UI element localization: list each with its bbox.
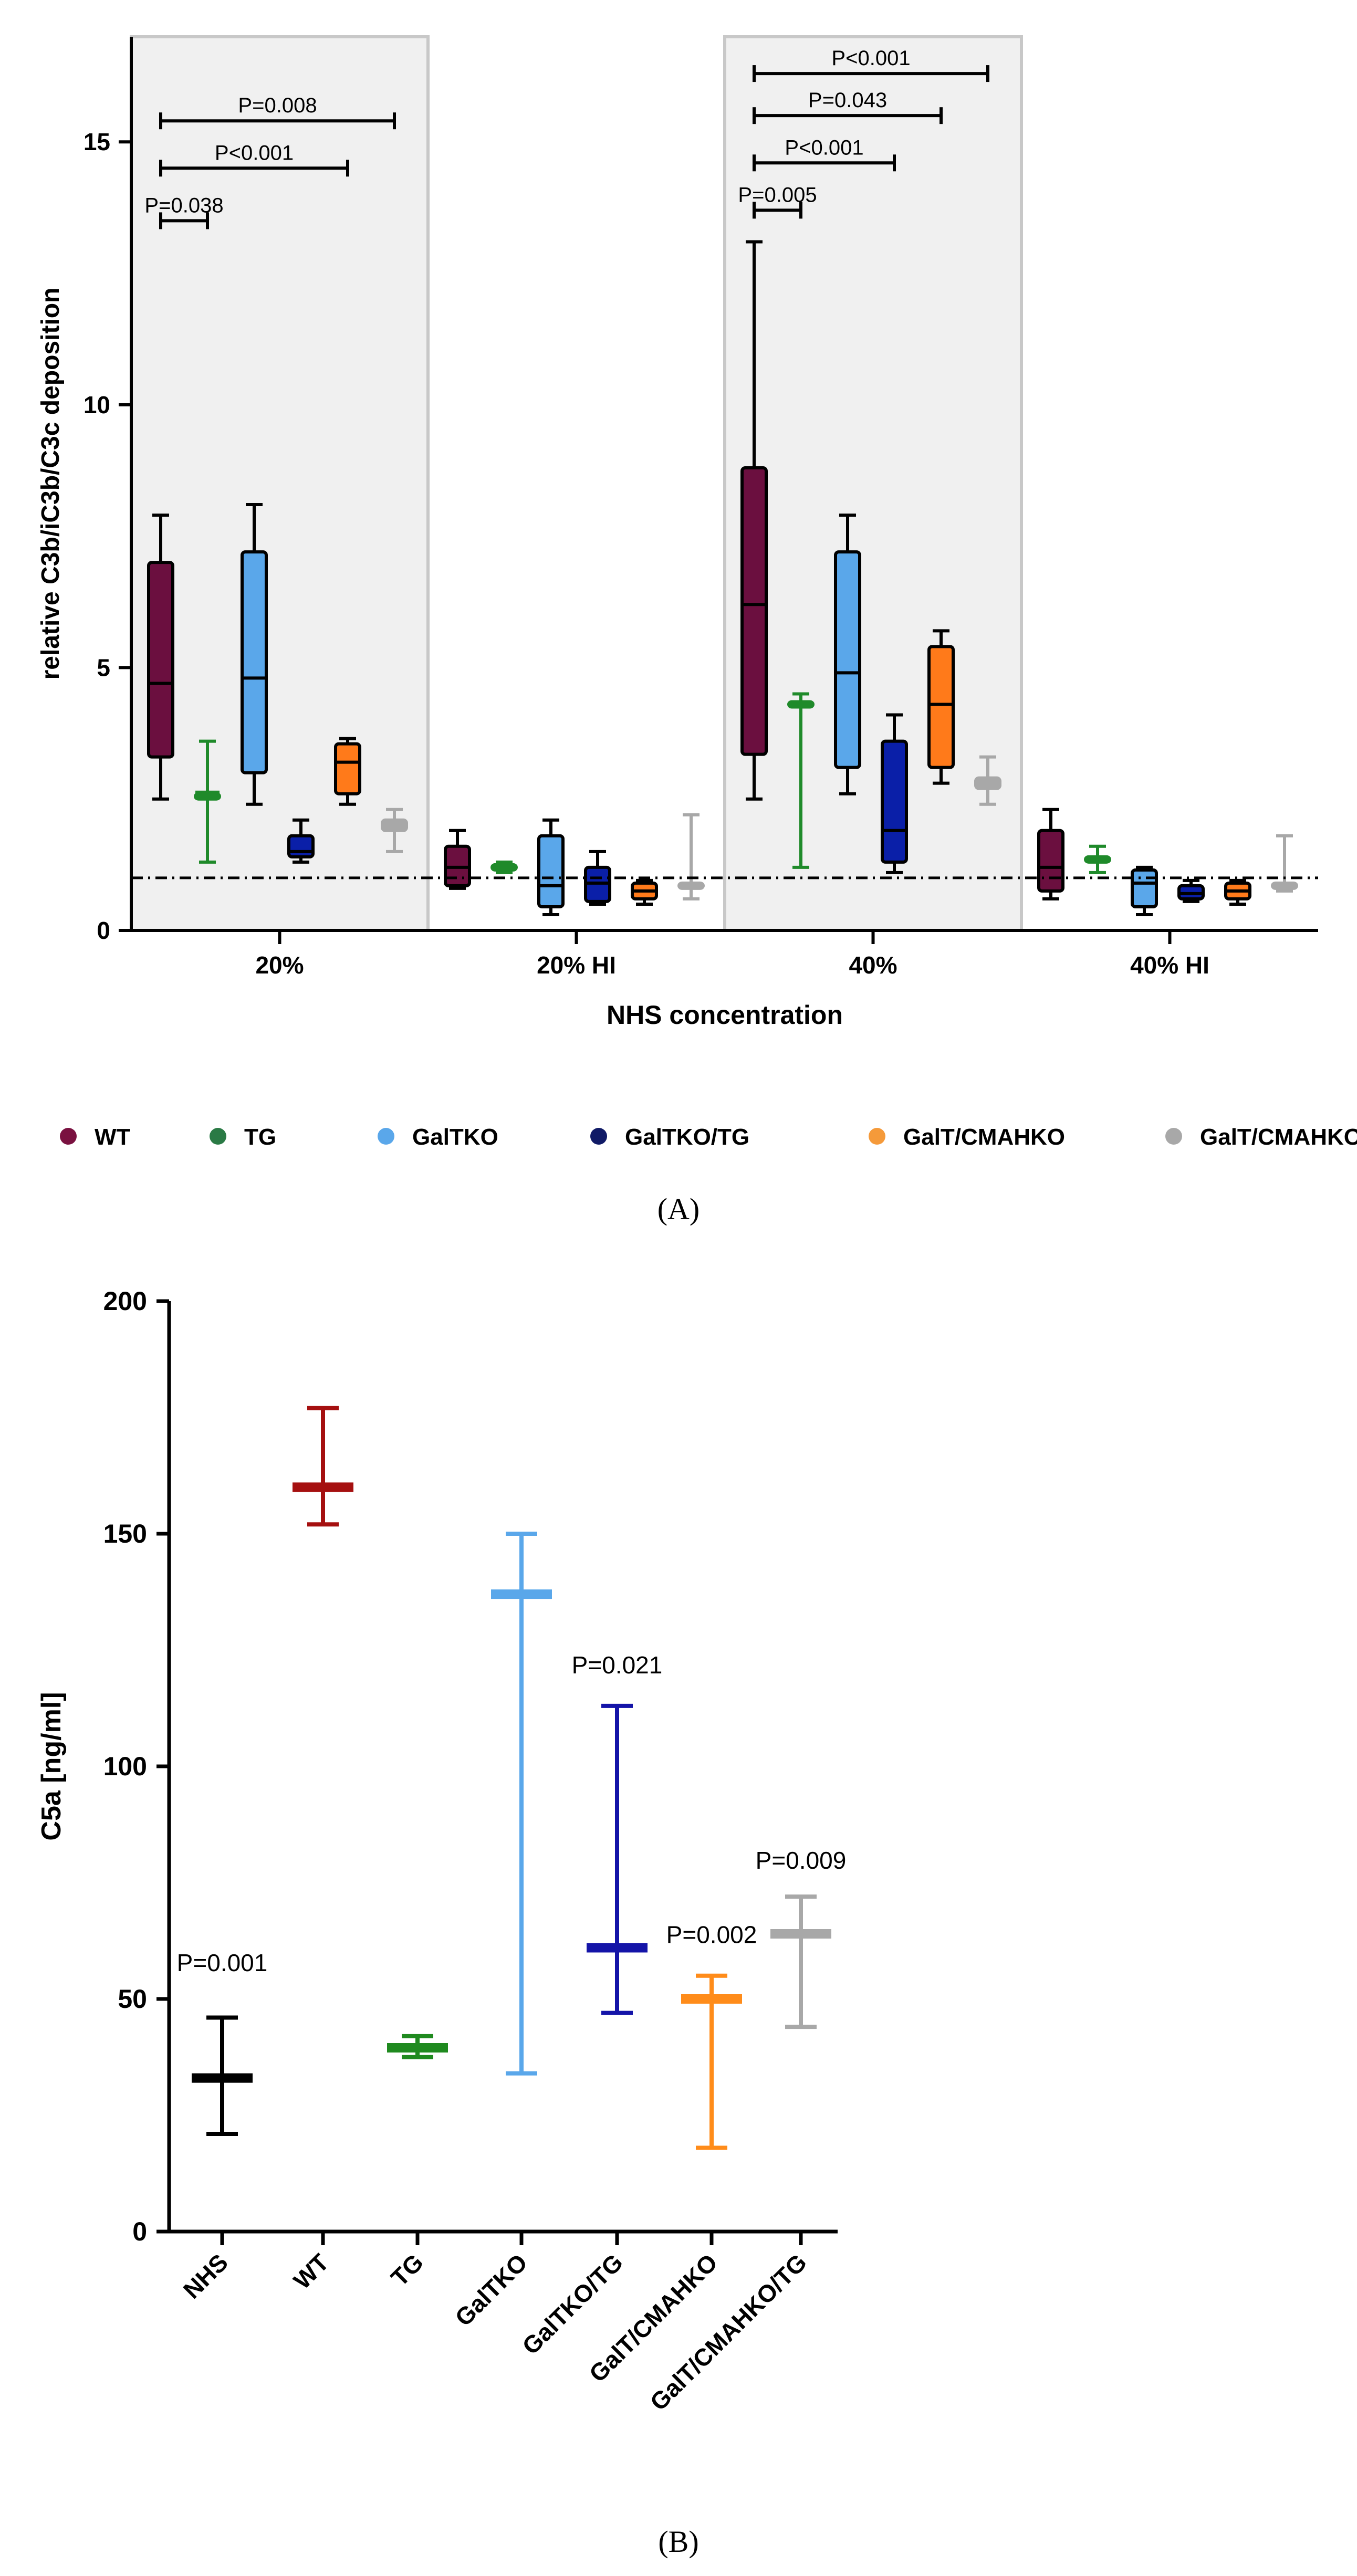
y-tick-label: 150 — [103, 1519, 147, 1548]
legend-marker — [210, 1128, 226, 1145]
legend-label: WT — [95, 1124, 131, 1150]
shaded-region-0 — [130, 35, 430, 932]
shaded-region-2 — [723, 35, 1023, 932]
y-axis-label: C5a [ng/ml] — [36, 1692, 67, 1840]
box-galtko — [537, 834, 565, 908]
x-tick-label: 40% HI — [1130, 951, 1209, 979]
significance-label: P=0.008 — [238, 94, 317, 117]
y-tick-label: 0 — [97, 917, 110, 944]
legend-marker — [590, 1128, 607, 1145]
box-galtko — [241, 550, 268, 774]
panel-b-label: (B) — [658, 2525, 698, 2559]
significance-label: P<0.001 — [785, 136, 863, 159]
box-galtko-tg — [287, 834, 315, 858]
legend-label: TG — [244, 1124, 276, 1150]
significance-label: P=0.002 — [666, 1921, 757, 1949]
box-galt-cmahko — [334, 742, 361, 795]
y-tick-label: 50 — [118, 1984, 147, 2014]
box-wt — [147, 561, 174, 759]
x-axis-label: NHS concentration — [607, 1000, 843, 1030]
box-galtko — [1131, 868, 1158, 908]
x-tick-label: 20% — [255, 951, 304, 979]
legend-label: GalTKO — [412, 1124, 498, 1150]
box-galtko-tg — [881, 739, 908, 864]
y-tick-label: 100 — [103, 1752, 147, 1781]
significance-label: P<0.001 — [831, 47, 910, 70]
box-wt — [1037, 829, 1064, 893]
panel-a-legend: WT TG GalTKO GalTKO/TG GalT/CMAHKO GalT/CMAHK… — [60, 1124, 1357, 1150]
x-tick-label: 40% — [849, 951, 897, 979]
significance-label: P=0.005 — [738, 183, 817, 206]
y-tick-label: 0 — [132, 2217, 147, 2246]
significance-label: P=0.038 — [144, 194, 223, 217]
y-tick-label: 15 — [83, 128, 110, 155]
legend-label: GalT/CMAHKO/TG — [1200, 1124, 1357, 1150]
y-tick-label: 10 — [83, 391, 110, 418]
significance-label: P=0.001 — [177, 1949, 268, 1976]
legend-marker — [378, 1128, 394, 1145]
significance-label: P=0.009 — [756, 1847, 847, 1874]
x-tick-label: TG — [385, 2248, 429, 2291]
x-tick-label: GalTKO — [450, 2248, 533, 2331]
y-tick-label: 200 — [103, 1286, 147, 1316]
x-tick-label: GalT/CMAHKO/TG — [644, 2248, 812, 2416]
panel-a-label: (A) — [657, 1192, 700, 1226]
legend-marker — [60, 1128, 77, 1145]
legend-label: GalT/CMAHKO — [903, 1124, 1065, 1150]
legend-label: GalTKO/TG — [625, 1124, 749, 1150]
box-wt — [740, 466, 768, 756]
x-tick-label: NHS — [178, 2248, 233, 2303]
significance-label: P<0.001 — [215, 141, 294, 164]
x-tick-label: WT — [288, 2248, 334, 2294]
box-galt-cmahko — [927, 645, 955, 769]
x-tick-label: 20% HI — [537, 951, 616, 979]
y-tick-label: 5 — [97, 654, 110, 681]
legend-marker — [1165, 1128, 1182, 1145]
significance-label: P=0.021 — [572, 1651, 663, 1679]
y-axis-label: relative C3b/iC3b/C3c deposition — [37, 288, 65, 680]
panel-b-chart: 0 50 100 150 200 C5a [ng/ml] NHS WT TG GalTKO GalT… — [36, 1286, 846, 2416]
panel-a-chart: 0 5 10 15 20% 20% HI 40% 40% HI relative C3b/iC3… — [37, 35, 1318, 1030]
significance-label: P=0.043 — [808, 89, 887, 112]
legend-marker — [869, 1128, 885, 1145]
box-galtko — [834, 550, 861, 769]
